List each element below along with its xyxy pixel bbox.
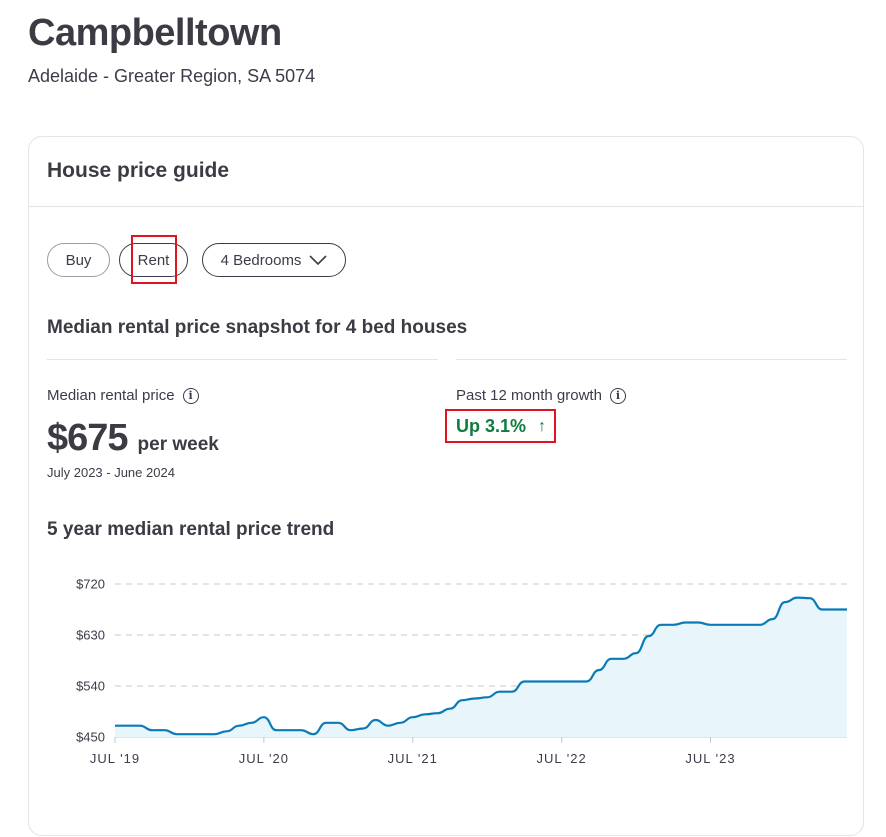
- price-guide-card: House price guide Buy Rent 4 Bedrooms Me…: [28, 136, 864, 836]
- card-header: House price guide: [29, 137, 863, 207]
- chevron-down-icon: [309, 255, 328, 265]
- snapshot-title: Median rental price snapshot for 4 bed h…: [47, 317, 468, 338]
- x-tick-label: JUL '20: [239, 751, 289, 766]
- trend-title: 5 year median rental price trend: [47, 519, 335, 540]
- median-price-unit: per week: [137, 434, 219, 455]
- y-tick-label: $630: [76, 628, 105, 643]
- median-label: Median rental price: [47, 387, 175, 404]
- divider: [47, 359, 438, 360]
- y-tick-label: $720: [76, 577, 105, 592]
- bedrooms-label: 4 Bedrooms: [220, 251, 302, 269]
- median-label-row: Median rental price i: [47, 387, 199, 404]
- growth-label-row: Past 12 month growth i: [456, 387, 626, 404]
- growth-label: Past 12 month growth: [456, 387, 602, 404]
- x-tick-label: JUL '23: [685, 751, 735, 766]
- x-tick-label: JUL '21: [388, 751, 438, 766]
- arrow-up-icon: ↑: [538, 417, 547, 435]
- info-icon[interactable]: i: [609, 387, 626, 404]
- x-tick-label: JUL '22: [537, 751, 587, 766]
- card-title: House price guide: [47, 159, 230, 182]
- y-tick-label: $450: [76, 730, 105, 745]
- suburb-region: Adelaide - Greater Region, SA 5074: [28, 66, 316, 86]
- trend-area: [115, 597, 847, 737]
- info-icon[interactable]: i: [182, 387, 199, 404]
- x-tick-label: JUL '19: [90, 751, 140, 766]
- growth-value: Up 3.1%: [456, 416, 527, 436]
- suburb-title: Campbelltown: [28, 12, 282, 54]
- rental-trend-chart: $720 $630 $540 $450 JUL '19 JUL '20 JUL '21 JUL…: [76, 577, 847, 766]
- buy-tab[interactable]: Buy: [47, 243, 110, 277]
- median-period: July 2023 - June 2024: [47, 465, 175, 480]
- y-tick-label: $540: [76, 679, 105, 694]
- median-price-value: $675: [47, 417, 129, 459]
- divider: [456, 359, 847, 360]
- trend-line: [115, 596, 847, 736]
- median-price-row: $675 per week: [47, 417, 219, 460]
- growth-value-row: Up 3.1% ↑: [456, 416, 546, 437]
- bedrooms-dropdown[interactable]: 4 Bedrooms: [202, 243, 346, 277]
